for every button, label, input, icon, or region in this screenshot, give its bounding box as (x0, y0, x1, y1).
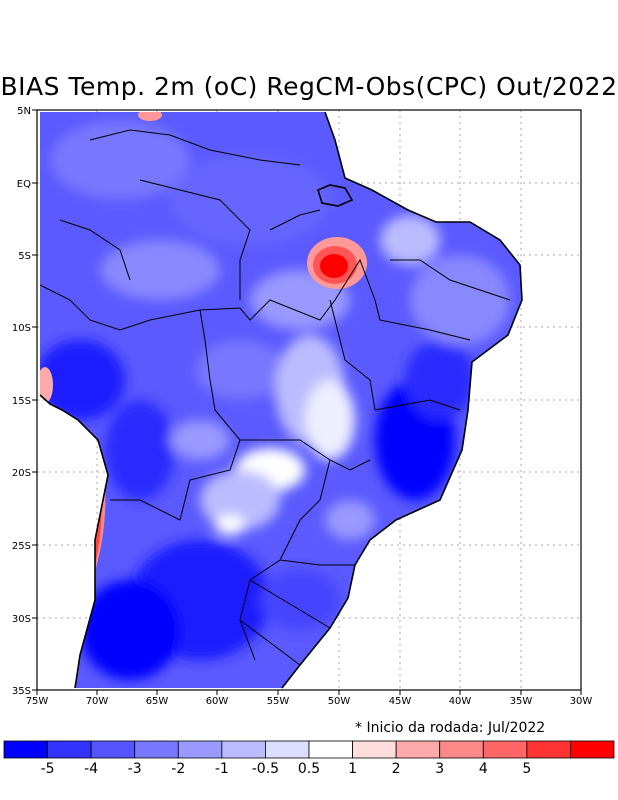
colorbar-label: 2 (392, 761, 401, 777)
colorbar-swatch (482, 740, 528, 759)
colorbar-label: 1 (348, 761, 357, 777)
lon-label: 35W (510, 696, 533, 707)
lon-label: 70W (86, 696, 109, 707)
lon-label: 40W (449, 696, 472, 707)
colorbar-swatch (308, 740, 353, 759)
coastlines (39, 111, 523, 689)
hotspot-core (320, 254, 348, 278)
colorbar-label: 0.5 (298, 761, 320, 777)
lat-label: 5S (18, 251, 31, 262)
borders (39, 129, 511, 666)
lat-label: 15S (12, 396, 31, 407)
colorbar-label: 3 (435, 761, 444, 777)
colorbar-swatch (47, 740, 92, 759)
lon-label: 45W (389, 696, 412, 707)
colorbar-swatch (395, 740, 441, 759)
colorbar-swatch (134, 740, 179, 759)
lon-label: 60W (206, 696, 229, 707)
lat-label: 35S (12, 686, 31, 697)
colorbar-label: -4 (84, 761, 98, 777)
north-warm-patch (138, 112, 162, 121)
lon-label: 30W (570, 696, 593, 707)
colorbar-swatch (352, 740, 397, 759)
colorbar: -5 -4 -3 -2 -1 -0.5 0.5 1 2 3 4 5 (3, 740, 615, 777)
lon-label: 55W (267, 696, 290, 707)
lat-label: 5N (17, 106, 31, 117)
lat-label: 20S (12, 468, 31, 479)
colorbar-swatch (221, 740, 266, 759)
colorbar-swatch (265, 740, 310, 759)
colorbar-labels: -5 -4 -3 -2 -1 -0.5 0.5 1 2 3 4 5 (41, 761, 532, 777)
colorbar-label: 4 (479, 761, 488, 777)
colorbar-swatch (177, 740, 223, 759)
lat-label: 30S (12, 614, 31, 625)
colorbar-label: -0.5 (252, 761, 279, 777)
colorbar-swatch (526, 740, 571, 759)
lat-label: 25S (12, 541, 31, 552)
coastal-warm-patch (40, 367, 53, 403)
colorbar-label: -2 (171, 761, 185, 777)
colorbar-label: -3 (128, 761, 142, 777)
colorbar-swatch (90, 740, 136, 759)
colorbar-label: -1 (215, 761, 229, 777)
tick-marks (32, 109, 582, 695)
map-title: BIAS Temp. 2m (oC) RegCM-Obs(CPC) Out/20… (0, 72, 618, 101)
run-start-note: * Inicio da rodada: Jul/2022 (355, 720, 546, 736)
colorbar-swatch (570, 740, 615, 759)
colorbar-swatch (3, 740, 48, 759)
lat-labels: 5N EQ 5S 10S 15S 20S 25S 30S 35S (12, 106, 31, 697)
lon-label: 65W (146, 696, 169, 707)
colorbar-label: 5 (522, 761, 531, 777)
lon-label: 75W (26, 696, 49, 707)
colorbar-swatches (3, 740, 615, 759)
lon-label: 50W (328, 696, 351, 707)
lat-label: 10S (12, 323, 31, 334)
lat-label: EQ (17, 179, 31, 190)
colorbar-swatch (439, 740, 484, 759)
colorbar-label: -5 (41, 761, 55, 777)
lon-labels: 75W 70W 65W 60W 55W 50W 45W 40W 35W 30W (26, 696, 593, 707)
